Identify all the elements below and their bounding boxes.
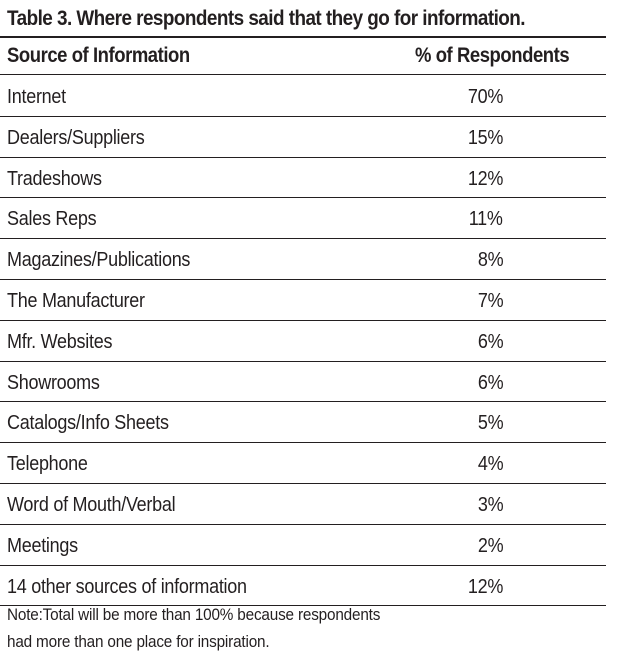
table-note: Note:Total will be more than 100% becaus… [7,601,607,655]
source-cell: Sales Reps [7,208,97,231]
table-body: Internet 70% Dealers/Suppliers 15% Trade… [0,76,606,607]
table-row: Meetings 2% [0,525,606,566]
source-cell: Dealers/Suppliers [7,126,145,149]
percent-cell: 6% [477,371,504,394]
table-row: Mfr. Websites 6% [0,321,606,362]
percent-cell: 4% [477,453,504,476]
table-row: Internet 70% [0,76,606,117]
percent-cell: 11% [469,208,503,231]
source-cell: Magazines/Publications [7,249,191,272]
table-header: Source of Information % of Respondents [0,38,606,75]
header-source: Source of Information [7,44,190,67]
source-cell: 14 other sources of information [7,575,247,598]
source-cell: The Manufacturer [7,289,145,312]
table-row: Showrooms 6% [0,362,606,403]
table-row: Catalogs/Info Sheets 5% [0,402,606,444]
note-line: had more than one place for inspiration. [7,632,270,651]
header-percent: % of Respondents [414,44,570,67]
percent-cell: 8% [477,249,504,272]
table-row: Dealers/Suppliers 15% [0,117,606,158]
source-cell: Word of Mouth/Verbal [7,493,176,516]
table-row: The Manufacturer 7% [0,280,606,321]
percent-cell: 70% [467,86,503,108]
percent-cell: 7% [477,289,504,312]
percent-cell: 2% [477,534,504,557]
table-title: Table 3. Where respondents said that the… [7,7,526,30]
top-rule [0,36,606,38]
source-cell: Catalogs/Info Sheets [7,412,169,435]
source-cell: Mfr. Websites [7,330,113,353]
percent-cell: 6% [477,330,504,353]
percent-cell: 3% [477,493,504,516]
source-cell: Tradeshows [7,167,102,190]
percent-cell: 5% [477,412,504,435]
note-line: Note:Total will be more than 100% becaus… [7,605,381,624]
source-cell: Telephone [7,453,88,476]
percent-cell: 15% [467,126,503,149]
source-cell: Internet [7,86,66,108]
table-row: Sales Reps 11% [0,198,606,240]
table-row: Telephone 4% [0,443,606,484]
source-cell: Meetings [7,534,78,557]
percent-cell: 12% [467,575,503,598]
percent-cell: 12% [467,167,503,190]
table-row: Magazines/Publications 8% [0,239,606,280]
table-row: Tradeshows 12% [0,158,606,199]
source-cell: Showrooms [7,371,100,394]
table-row: 14 other sources of information 12% [0,566,606,607]
table-row: Word of Mouth/Verbal 3% [0,484,606,525]
